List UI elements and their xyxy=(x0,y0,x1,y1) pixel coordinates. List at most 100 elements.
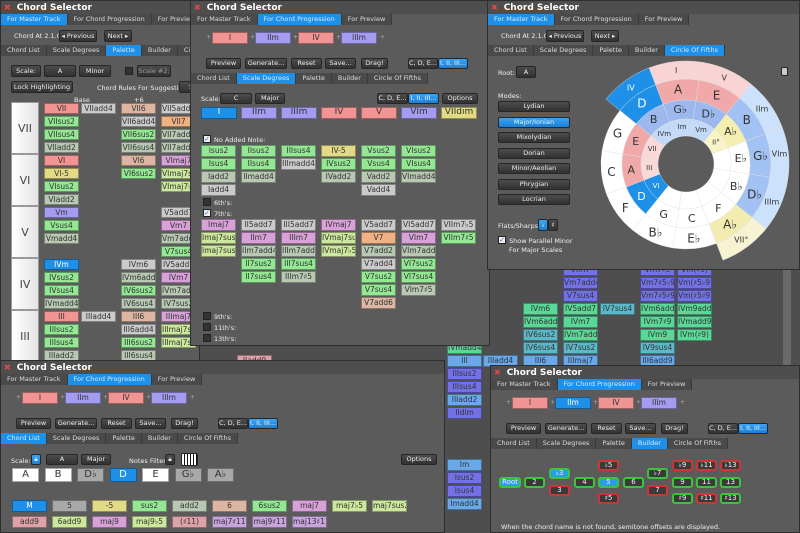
chord-button[interactable]: VI6sus2 xyxy=(121,168,156,179)
subtab-circle-of-fifths[interactable]: Circle Of Fifths xyxy=(667,438,728,449)
chord-button[interactable]: VIadd2 xyxy=(44,194,79,205)
interval-button[interactable]: ♯13 xyxy=(720,493,741,504)
chord-button[interactable]: VIm7add4 xyxy=(401,245,436,257)
chord-button[interactable]: IIIsus4 xyxy=(447,381,482,393)
interval-button[interactable]: 6 xyxy=(623,477,644,488)
chord-button[interactable]: VI-5 xyxy=(44,168,79,179)
chord-button[interactable]: IV7sus4 xyxy=(600,303,635,315)
chord-type-button[interactable]: maj9♯11 xyxy=(252,516,287,528)
chord-button[interactable]: IVmadd9 xyxy=(677,316,712,328)
scale-button[interactable]: Scale: xyxy=(11,65,41,77)
chord-button[interactable]: VIm7♯5 xyxy=(401,284,436,296)
chord-button[interactable]: VIIadd4 xyxy=(81,103,116,114)
ninths-checkbox[interactable] xyxy=(203,312,211,320)
chord-button[interactable]: VII xyxy=(44,103,79,114)
chord-button[interactable]: Vm xyxy=(44,207,79,218)
add-chord-icon[interactable]: + xyxy=(506,399,512,406)
chord-button[interactable]: IV6sus4 xyxy=(523,342,558,354)
chord-button[interactable]: III5add7 xyxy=(281,219,316,231)
interval-button[interactable]: ♭7 xyxy=(647,468,668,479)
note-button[interactable]: D xyxy=(109,468,137,482)
scale-degree-button[interactable]: V xyxy=(361,107,397,119)
progression-chord[interactable]: IV xyxy=(108,392,144,404)
preview-button[interactable]: Preview xyxy=(506,423,541,434)
title-bar[interactable]: ✖ Chord Selector xyxy=(1,1,199,14)
interval-button[interactable]: Root xyxy=(499,477,521,488)
add-chord-icon[interactable]: + xyxy=(146,394,152,401)
chord-button[interactable]: II5add7 xyxy=(241,219,276,231)
reset-button[interactable]: Reset xyxy=(591,423,622,434)
chord-button[interactable]: Imaj7sus4 xyxy=(201,245,236,257)
tab-for-preview[interactable]: For Preview xyxy=(638,14,690,25)
scale-mode-select[interactable]: Minor xyxy=(79,65,111,77)
tab-for-chord-progression[interactable]: For Chord Progression xyxy=(257,14,342,25)
chord-button[interactable]: IVm6 xyxy=(121,259,156,270)
chord-button[interactable]: VII6sus2 xyxy=(121,129,156,140)
subtab-palette[interactable]: Palette xyxy=(106,433,142,444)
chord-button[interactable]: III6sus2 xyxy=(121,337,156,348)
drag-button[interactable]: Drag! xyxy=(661,423,688,434)
thirteenths-checkbox[interactable] xyxy=(203,334,211,342)
subtab-scale-degrees[interactable]: Scale Degrees xyxy=(46,45,107,56)
progression-chord[interactable]: IIm xyxy=(555,397,591,409)
chord-button[interactable]: II7sus2 xyxy=(241,258,276,270)
chord-button[interactable]: Imadd4 xyxy=(447,498,482,510)
chord-button[interactable]: Isus2 xyxy=(201,145,236,157)
preview-button[interactable]: Preview xyxy=(206,58,241,69)
flats-sharps-toggle[interactable]: ♯ xyxy=(548,219,558,231)
chord-button[interactable]: IV6sus4 xyxy=(121,298,156,309)
chord-button[interactable]: Isus4 xyxy=(201,158,236,170)
piano-keyboard-icon[interactable] xyxy=(181,453,198,466)
chord-button[interactable]: Vadd4 xyxy=(361,184,396,196)
scale-degree-button[interactable]: IIm xyxy=(241,107,277,119)
interval-button[interactable]: 3 xyxy=(549,485,570,496)
subtab-circle-of-fifths[interactable]: Circle Of Fifths xyxy=(177,433,238,444)
chord-button[interactable]: IIIsus4 xyxy=(281,145,316,157)
previous-button[interactable]: ◂ Previous xyxy=(546,30,584,42)
subtab-scale-degrees[interactable]: Scale Degrees xyxy=(46,433,107,444)
save-button[interactable]: Save... xyxy=(325,58,356,69)
chord-button[interactable]: VIsus4 xyxy=(401,158,436,170)
chord-button[interactable]: IIIadd2 xyxy=(447,394,482,406)
chord-button[interactable]: VIIm7♯5 xyxy=(441,232,476,244)
note-button[interactable]: A♭ xyxy=(207,468,234,482)
tab-for-preview[interactable]: For Preview xyxy=(341,14,393,25)
chord-button[interactable]: IIm7add4 xyxy=(241,245,276,257)
flats-sharps-toggle[interactable]: ♭ xyxy=(538,219,548,231)
subtab-palette[interactable]: Palette xyxy=(593,45,629,56)
drag-button[interactable]: Drag! xyxy=(171,418,198,429)
tab-for-master-track[interactable]: For Master Track xyxy=(1,374,68,385)
chord-button[interactable]: IVmaj7sus2 xyxy=(321,232,356,244)
chord-button[interactable]: IIsus4 xyxy=(241,158,276,170)
close-icon[interactable]: ✖ xyxy=(4,3,11,12)
chord-button[interactable]: III6add4 xyxy=(121,324,156,335)
add-chord-icon[interactable]: + xyxy=(550,399,556,406)
chord-type-button[interactable]: 5 xyxy=(52,500,87,512)
interval-button[interactable]: ♭9 xyxy=(672,460,693,471)
drag-button[interactable]: Drag! xyxy=(361,58,388,69)
chord-button[interactable]: IIIadd4 xyxy=(81,311,116,322)
chord-type-button[interactable]: add2 xyxy=(172,500,207,512)
chord-button[interactable]: Iadd4 xyxy=(201,184,236,196)
scale-degree-button[interactable]: VIIdim xyxy=(441,107,477,119)
sevenths-checkbox[interactable]: ✓ xyxy=(203,209,211,217)
subtab-chord-list[interactable]: Chord List xyxy=(1,45,47,56)
chord-button[interactable]: IV6sus2 xyxy=(121,285,156,296)
chord-type-button[interactable]: maj7 xyxy=(292,500,327,512)
scale-mode-select[interactable]: Major xyxy=(81,454,111,465)
chord-button[interactable]: III6 xyxy=(121,311,156,322)
scale-degree-button[interactable]: IIIm xyxy=(281,107,317,119)
subtab-palette[interactable]: Palette xyxy=(106,45,142,56)
chord-button[interactable]: III xyxy=(44,311,79,322)
preview-button[interactable]: Preview xyxy=(16,418,51,429)
chord-button[interactable]: IVm7 xyxy=(563,316,598,328)
add-chord-icon[interactable]: + xyxy=(380,34,386,41)
chord-button[interactable]: Vm(♯5♭9) xyxy=(677,277,712,289)
chord-type-button[interactable]: (♯11) xyxy=(172,516,207,528)
inner-ring-segment[interactable] xyxy=(650,121,677,147)
add-chord-icon[interactable]: + xyxy=(206,34,212,41)
chord-button[interactable]: V7sus4 xyxy=(563,290,598,302)
chord-button[interactable]: IV9sus4 xyxy=(640,342,675,354)
chord-button[interactable]: IIIsus2 xyxy=(447,368,482,380)
chord-button[interactable]: IIsus2 xyxy=(241,145,276,157)
